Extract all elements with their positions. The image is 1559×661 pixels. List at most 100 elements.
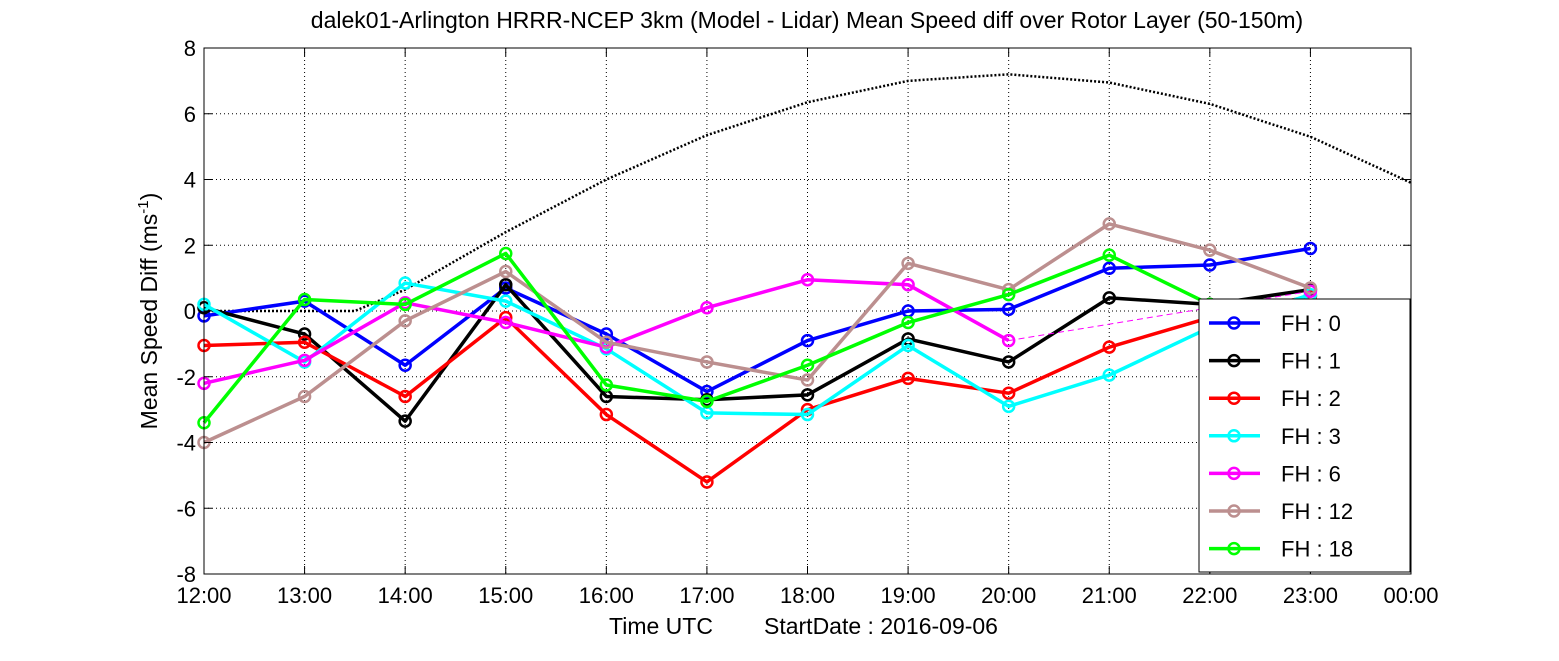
series-group [197,241,1318,399]
legend-swatch-marker [1227,541,1241,556]
x-tick-label: 16:00 [579,583,634,608]
y-tick-label: -4 [176,431,196,456]
data-point-marker [1303,241,1318,256]
data-point-marker [499,294,513,308]
data-point-marker [1102,291,1116,305]
legend-label: FH : 12 [1281,499,1353,524]
x-tick-label: 17:00 [679,583,734,608]
data-point-marker [700,394,714,409]
y-tick-label: 6 [184,102,196,127]
legend-label: FH : 3 [1281,424,1341,449]
data-point-marker [599,335,614,349]
legend: FH : 0 FH : 1 FH : 2 FH : 3 FH : 6 FH : 12 FH … [1198,298,1411,573]
data-point-marker [800,407,815,422]
data-point-marker [297,353,312,368]
data-point-marker [297,335,312,349]
data-point-marker [1303,281,1318,295]
y-tick-label: -2 [176,365,196,390]
x-tick-label: 21:00 [1082,583,1137,608]
legend-label: FH : 2 [1281,386,1341,411]
data-point-marker [1001,399,1016,414]
data-point-marker [800,273,815,287]
series-line [203,246,1311,394]
legend-swatch-marker [1227,504,1241,518]
data-point-marker [1001,287,1016,302]
data-point-marker [1102,261,1116,276]
x-tick-label: 20:00 [981,583,1036,608]
data-point-marker [800,373,815,387]
data-point-marker [297,327,312,341]
y-tick-label: 8 [184,36,196,61]
legend-label: FH : 6 [1281,461,1341,486]
x-tick-label: 13:00 [277,583,332,608]
data-point-marker [901,338,915,353]
data-point-marker [599,407,614,422]
y-axis-label-sup: -1 [135,200,152,213]
data-point-marker [499,315,513,330]
data-point-marker [1102,368,1116,382]
data-point-marker [398,389,412,404]
x-tick-label: 15:00 [478,583,533,608]
legend-label: FH : 18 [1281,537,1353,562]
data-point-marker [1203,258,1217,272]
x-tick-label: 14:00 [378,583,433,608]
data-point-marker [297,389,312,404]
data-point-marker [700,475,714,489]
data-point-marker [800,333,815,348]
x-tick-label: 19:00 [881,583,936,608]
data-point-marker [901,315,915,330]
legend-swatch-marker [1227,429,1241,443]
y-tick-label: -8 [176,562,196,587]
data-point-marker [297,292,312,307]
legend-swatch-marker [1227,353,1241,368]
y-tick-label: 2 [184,233,196,258]
reference-curve-dotted [204,73,1412,313]
data-point-marker [599,327,614,341]
data-point-marker [398,414,412,428]
data-point-marker [1102,248,1116,262]
chart-title: dalek01-Arlington HRRR-NCEP 3km (Model -… [311,7,1303,33]
y-tick-label: -6 [176,496,196,521]
series-line [203,222,1312,445]
data-point-marker [398,358,412,372]
data-point-marker [599,378,614,392]
data-point-marker [1102,340,1116,354]
legend-swatch-marker [1227,466,1241,481]
series-line [203,281,1311,417]
data-point-marker [1001,386,1016,400]
data-point-marker [398,297,412,312]
series-line [203,282,1311,423]
data-point-marker [800,388,815,402]
x-tick-label: 00:00 [1383,583,1438,608]
y-axis-label: Mean Speed Diff (ms-1) [135,193,162,430]
series-line [202,251,1211,424]
series-layer [197,217,1318,489]
data-point-marker [700,300,714,315]
data-point-marker [398,276,412,290]
data-point-marker [499,246,513,261]
y-axis-label-main: Mean Speed Diff (ms [136,214,162,430]
data-point-marker [800,358,815,372]
x-tick-label: 18:00 [780,583,835,608]
y-tick-label: 4 [184,168,196,193]
y-axis-label-close: ) [136,193,162,201]
data-point-marker [1102,217,1116,231]
data-point-marker [1001,333,1016,348]
y-tick-label: 0 [184,299,196,324]
data-point-marker [499,277,513,292]
tick-layer: 12:00 13:00 14:00 15:00 16:00 17:00 18:00 19:00… [176,36,1438,608]
x-axis-label: Time UTC [609,613,713,639]
x-axis-start-date: StartDate : 2016-09-06 [764,613,998,639]
data-point-marker [901,277,915,292]
data-point-marker [1001,355,1016,369]
legend-swatch-marker [1227,391,1241,405]
data-point-marker [901,256,915,271]
data-point-marker [901,371,915,386]
data-point-marker [1203,243,1217,257]
data-point-marker [700,355,714,369]
data-point-marker [398,314,412,328]
data-point-marker [499,264,513,279]
legend-label: FH : 1 [1281,349,1341,374]
x-tick-label: 12:00 [176,583,231,608]
